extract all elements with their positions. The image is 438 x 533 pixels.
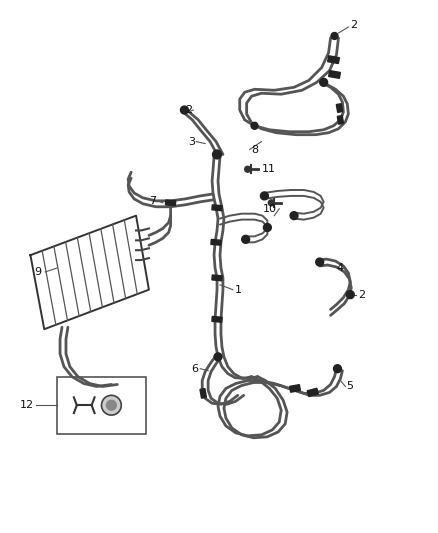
Circle shape (102, 395, 121, 415)
Bar (307, 388, 318, 397)
Bar (290, 385, 300, 392)
Bar (166, 200, 176, 206)
Text: 2: 2 (185, 105, 192, 115)
Text: 1: 1 (235, 285, 242, 295)
Bar (212, 275, 222, 281)
Text: 6: 6 (191, 364, 198, 374)
Circle shape (316, 258, 324, 266)
Circle shape (290, 212, 298, 220)
Circle shape (180, 106, 188, 114)
Text: 3: 3 (188, 136, 195, 147)
Text: 2: 2 (350, 20, 357, 30)
Circle shape (268, 200, 274, 206)
Bar (57, 377, 146, 434)
Text: 8: 8 (251, 144, 259, 155)
Circle shape (331, 33, 338, 39)
Bar (212, 205, 222, 211)
Circle shape (261, 192, 268, 200)
Bar (328, 56, 339, 63)
Circle shape (320, 78, 328, 86)
Text: 12: 12 (20, 400, 34, 410)
Text: 5: 5 (346, 382, 353, 391)
Text: 2: 2 (358, 289, 365, 300)
Text: 10: 10 (263, 204, 277, 214)
Text: 9: 9 (34, 267, 42, 277)
Text: 4: 4 (336, 263, 343, 273)
Circle shape (251, 123, 258, 130)
Circle shape (263, 223, 271, 231)
Circle shape (212, 150, 222, 159)
Text: 7: 7 (148, 196, 156, 206)
Bar (328, 70, 340, 78)
Circle shape (333, 365, 342, 373)
Bar (200, 389, 206, 398)
Bar (212, 317, 222, 322)
Bar (211, 239, 221, 245)
Circle shape (106, 400, 117, 410)
Text: 11: 11 (261, 164, 276, 174)
Circle shape (245, 166, 251, 172)
Bar (337, 116, 343, 124)
Circle shape (242, 236, 250, 243)
Circle shape (214, 353, 222, 361)
Bar (336, 104, 343, 112)
Circle shape (346, 290, 354, 298)
